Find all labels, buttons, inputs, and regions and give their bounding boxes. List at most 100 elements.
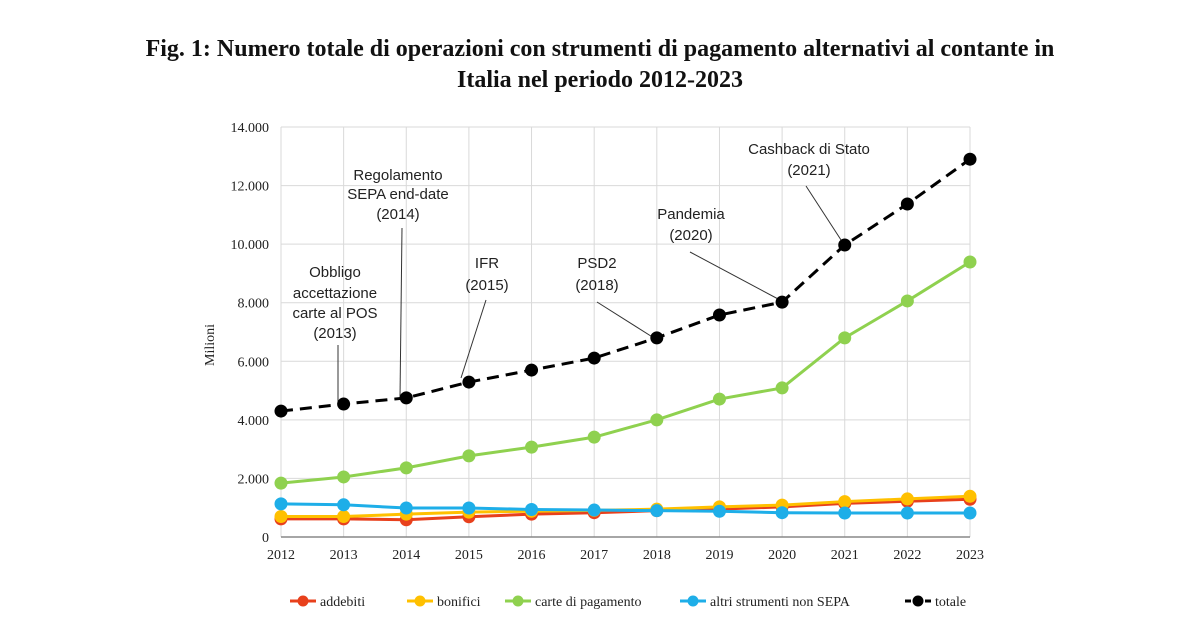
series (274, 152, 977, 527)
legend-label: totale (935, 595, 966, 610)
legend-label: bonifici (437, 595, 481, 610)
annotation-text: (2021) (787, 162, 830, 179)
data-point (462, 501, 476, 515)
data-point (337, 498, 351, 512)
annotation-leader-line (596, 301, 655, 339)
chart-title: Fig. 1: Numero totale di operazioni con … (0, 34, 1200, 96)
legend-label: addebiti (320, 595, 365, 610)
y-axis-label: Milioni (203, 324, 218, 366)
data-point (963, 506, 977, 520)
gridlines (280, 126, 971, 537)
series-altri-strumenti-non-SEPA (274, 497, 977, 520)
data-point (587, 430, 601, 444)
data-point (650, 331, 664, 345)
series-line (280, 502, 970, 515)
data-point (337, 470, 351, 484)
x-tick-label: 2018 (643, 548, 671, 563)
legend-item: carte di pagamento (505, 595, 642, 610)
legend-label: carte di pagamento (535, 595, 642, 610)
annotation-leader-line (689, 251, 781, 301)
data-point (462, 449, 476, 463)
annotation: Cashback di Stato (2021) (748, 141, 870, 244)
x-tick-label: 2021 (831, 548, 859, 563)
annotation: Regolamento SEPA end-date (2014) (347, 167, 449, 399)
data-point (274, 476, 288, 490)
annotation-text: SEPA end-date (347, 186, 448, 203)
data-point (337, 397, 351, 411)
series-totale (274, 152, 977, 418)
y-tick-label: 4.000 (238, 414, 270, 429)
data-point (712, 392, 726, 406)
data-point (712, 504, 726, 518)
data-point (337, 510, 351, 523)
data-point (900, 197, 914, 211)
annotation-text: (2018) (575, 277, 618, 294)
legend-swatch-marker (512, 595, 524, 607)
title-line-1: Fig. 1: Numero totale di operazioni con … (145, 36, 1055, 62)
annotation-text: Obbligo (309, 264, 361, 281)
annotation-text: Pandemia (657, 206, 725, 223)
data-point (963, 152, 977, 166)
annotation: Obbligo accettazione carte al POS (2013) (292, 264, 378, 404)
data-point (587, 351, 601, 365)
legend-swatch-marker (687, 595, 699, 607)
x-tick-label: 2012 (267, 548, 295, 563)
data-point (775, 295, 789, 309)
data-point (462, 375, 476, 389)
x-tick-label: 2019 (705, 548, 733, 563)
data-point (399, 391, 413, 405)
series-line (280, 260, 971, 485)
data-point (712, 308, 726, 322)
x-tick-label: 2023 (956, 548, 984, 563)
y-tick-label: 12.000 (231, 180, 270, 195)
data-point (900, 492, 914, 506)
annotation-text: Regolamento (353, 167, 442, 184)
annotation-text: accettazione (293, 285, 377, 302)
x-tick-label: 2016 (518, 548, 546, 563)
data-point (838, 506, 852, 520)
legend-item: totale (905, 595, 966, 610)
data-point (587, 503, 601, 517)
series-carte-di-pagamento (274, 255, 977, 490)
annotation: IFR (2015) (460, 255, 509, 379)
data-point (838, 238, 852, 252)
legend-swatch-marker (912, 595, 924, 607)
data-point (775, 506, 789, 520)
data-point (399, 501, 413, 515)
data-point (775, 381, 789, 395)
data-point (525, 440, 539, 454)
x-tick-label: 2015 (455, 548, 483, 563)
data-point (900, 506, 914, 520)
data-point (963, 489, 977, 503)
data-point (838, 495, 852, 509)
axes: 0 2.000 4.000 6.000 8.000 10.000 12.000 14.000 2… (231, 121, 985, 563)
x-tick-label: 2022 (893, 548, 921, 563)
x-tick-label: 2013 (330, 548, 358, 563)
y-tick-label: 6.000 (238, 355, 270, 370)
data-point (274, 510, 288, 523)
data-point (963, 255, 977, 269)
annotation-text: (2013) (313, 325, 356, 342)
title-line-2: Italia nel periodo 2012-2023 (457, 67, 743, 93)
annotation-leader-line (399, 227, 403, 399)
legend-item: bonifici (407, 595, 481, 610)
annotation-leader-line (460, 299, 487, 379)
annotation-text: (2020) (669, 227, 712, 244)
y-tick-label: 0 (262, 531, 269, 546)
data-point (274, 497, 288, 511)
legend-swatch-marker (414, 595, 426, 607)
data-point (399, 461, 413, 475)
legend-swatch-marker (297, 595, 309, 607)
annotation-text: Cashback di Stato (748, 141, 870, 158)
data-point (525, 363, 539, 377)
x-tick-label: 2020 (768, 548, 796, 563)
annotation: PSD2 (2018) (575, 255, 655, 339)
legend-item: addebiti (290, 595, 365, 610)
x-tick-label: 2017 (580, 548, 608, 563)
y-tick-label: 14.000 (231, 121, 270, 136)
legend: addebiti bonifici carte di pagamento altri … (290, 595, 966, 610)
annotation-text: PSD2 (577, 255, 616, 272)
y-tick-label: 10.000 (231, 238, 270, 253)
